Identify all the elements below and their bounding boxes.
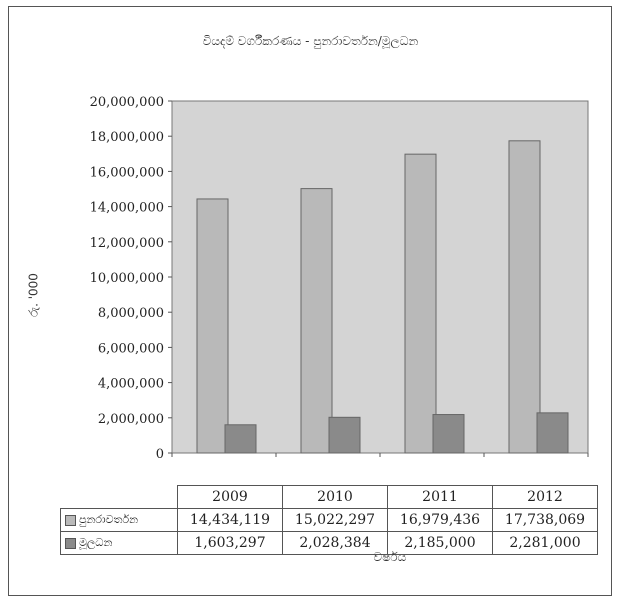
data-table-header-row: 2009 2010 2011 2012 — [60, 485, 598, 509]
x-tick-label: 2011 — [387, 485, 493, 509]
data-label: 14,434,119 — [177, 508, 283, 532]
data-label: 17,738,069 — [492, 508, 598, 532]
bar — [404, 153, 437, 454]
legend-swatch-recurrent — [65, 514, 76, 526]
data-table: 2009 2010 2011 2012 පුනරාවර්තන 14,434,11… — [60, 485, 598, 555]
bar — [196, 198, 229, 454]
x-tick-label: 2010 — [282, 485, 388, 509]
y-tick-label: 0 — [156, 447, 164, 462]
legend-swatch-capital — [65, 537, 76, 549]
data-label: 15,022,297 — [282, 508, 388, 532]
legend-entry-recurrent: පුනරාවර්තන — [60, 508, 178, 532]
data-table-row-capital: මූලධන 1,603,297 2,028,384 2,185,000 2,28… — [60, 531, 598, 555]
bar — [536, 412, 569, 454]
x-tick-label: 2012 — [492, 485, 598, 509]
data-label: 2,281,000 — [492, 531, 598, 555]
legend-label-recurrent: පුනරාවර්තන — [79, 513, 139, 526]
bar — [300, 188, 333, 454]
y-tick-label: 4,000,000 — [98, 377, 164, 392]
data-table-corner — [60, 485, 178, 509]
y-tick-label: 20,000,000 — [90, 95, 164, 110]
y-tick-label: 2,000,000 — [98, 412, 164, 427]
y-tick-label: 16,000,000 — [90, 165, 164, 180]
data-table-row-recurrent: පුනරාවර්තන 14,434,119 15,022,297 16,979,… — [60, 508, 598, 532]
legend-entry-capital: මූලධන — [60, 531, 178, 555]
legend-label-capital: මූලධන — [79, 536, 113, 549]
bar — [224, 424, 257, 454]
data-label: 1,603,297 — [177, 531, 283, 555]
chart-title: වියදම් වර්ගීකරණය - පුනරාවර්තන/මූලධන — [202, 34, 419, 48]
data-label: 2,028,384 — [282, 531, 388, 555]
x-tick-label: 2009 — [177, 485, 283, 509]
bar — [432, 414, 465, 454]
bar — [508, 140, 541, 454]
y-tick-label: 14,000,000 — [90, 201, 164, 216]
y-tick-label: 12,000,000 — [90, 236, 164, 251]
data-label: 16,979,436 — [387, 508, 493, 532]
y-tick-label: 18,000,000 — [90, 130, 164, 145]
y-tick-label: 8,000,000 — [98, 306, 164, 321]
y-tick-label: 10,000,000 — [90, 271, 164, 286]
x-axis-label: වර්ෂය — [373, 550, 407, 564]
data-label: 2,185,000 — [387, 531, 493, 555]
bar — [328, 416, 361, 454]
y-tick-label: 6,000,000 — [98, 341, 164, 356]
